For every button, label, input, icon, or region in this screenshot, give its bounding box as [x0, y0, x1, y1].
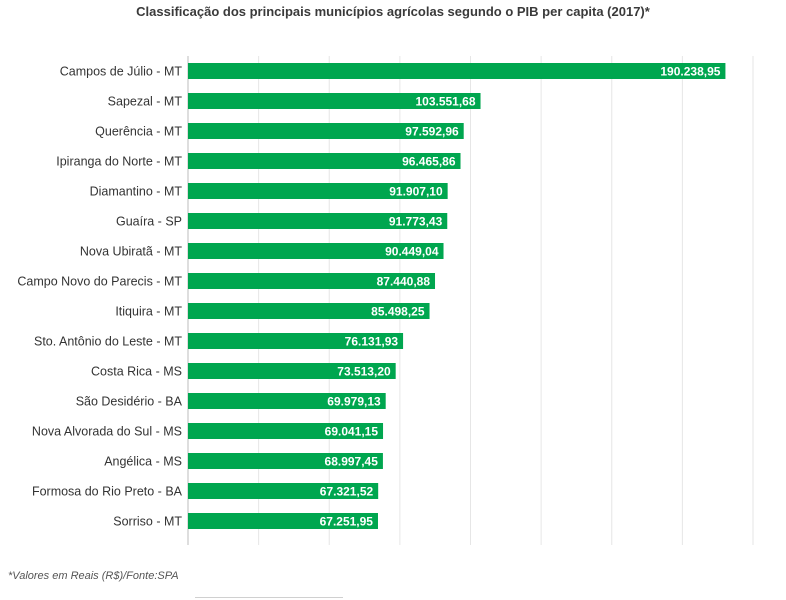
value-label: 87.440,88 [377, 275, 431, 289]
value-label: 85.498,25 [371, 305, 425, 319]
value-label: 69.979,13 [327, 395, 381, 409]
bar [188, 63, 726, 79]
category-label: Diamantino - MT [90, 185, 183, 199]
value-label: 73.513,20 [337, 365, 391, 379]
category-label: Formosa do Rio Preto - BA [32, 485, 183, 499]
category-label: Itiquira - MT [115, 305, 182, 319]
value-label: 190.238,95 [660, 65, 720, 79]
value-labels: 190.238,95 103.551,68 97.592,96 96.465,86 91… [320, 65, 721, 529]
value-label: 91.773,43 [389, 215, 443, 229]
bar [188, 303, 430, 319]
footnote: *Valores em Reais (R$)/Fonte:SPA [8, 570, 179, 582]
bars [188, 63, 726, 529]
bar [188, 483, 379, 499]
value-label: 91.907,10 [389, 185, 443, 199]
bar [188, 423, 384, 439]
category-labels: Campos de Júlio - MT Sapezal - MT Querênci… [17, 65, 182, 529]
bar [188, 513, 378, 529]
bar [188, 363, 396, 379]
category-label: Ipiranga do Norte - MT [56, 155, 182, 169]
category-label: São Desidério - BA [76, 395, 183, 409]
bar [188, 243, 444, 259]
category-label: Campos de Júlio - MT [60, 65, 183, 79]
bar-chart: Campos de Júlio - MT Sapezal - MT Querênci… [17, 56, 754, 545]
bar [188, 333, 404, 349]
category-label: Costa Rica - MS [91, 365, 182, 379]
category-label: Sto. Antônio do Leste - MT [34, 335, 182, 349]
bar [188, 453, 383, 469]
value-label: 69.041,15 [325, 425, 379, 439]
bar [188, 273, 436, 289]
value-label: 68.997,45 [325, 455, 379, 469]
chart-title: Classificação dos principais municípios … [136, 4, 650, 19]
value-label: 96.465,86 [402, 155, 456, 169]
bar [188, 393, 386, 409]
value-label: 67.321,52 [320, 485, 374, 499]
value-label: 76.131,93 [345, 335, 399, 349]
category-label: Nova Alvorada do Sul - MS [32, 425, 182, 439]
bar [188, 213, 448, 229]
category-label: Campo Novo do Parecis - MT [17, 275, 182, 289]
category-label: Angélica - MS [104, 455, 182, 469]
bar [188, 93, 481, 109]
category-label: Sorriso - MT [113, 515, 182, 529]
value-label: 103.551,68 [415, 95, 475, 109]
category-label: Nova Ubiratã - MT [80, 245, 182, 259]
category-label: Sapezal - MT [108, 95, 183, 109]
bar [188, 123, 464, 139]
bar [188, 183, 448, 199]
category-label: Querência - MT [95, 125, 182, 139]
value-label: 67.251,95 [320, 515, 374, 529]
bar [188, 153, 461, 169]
value-label: 97.592,96 [405, 125, 459, 139]
value-label: 90.449,04 [385, 245, 439, 259]
category-label: Guaíra - SP [116, 215, 182, 229]
bottom-divider [195, 597, 343, 598]
